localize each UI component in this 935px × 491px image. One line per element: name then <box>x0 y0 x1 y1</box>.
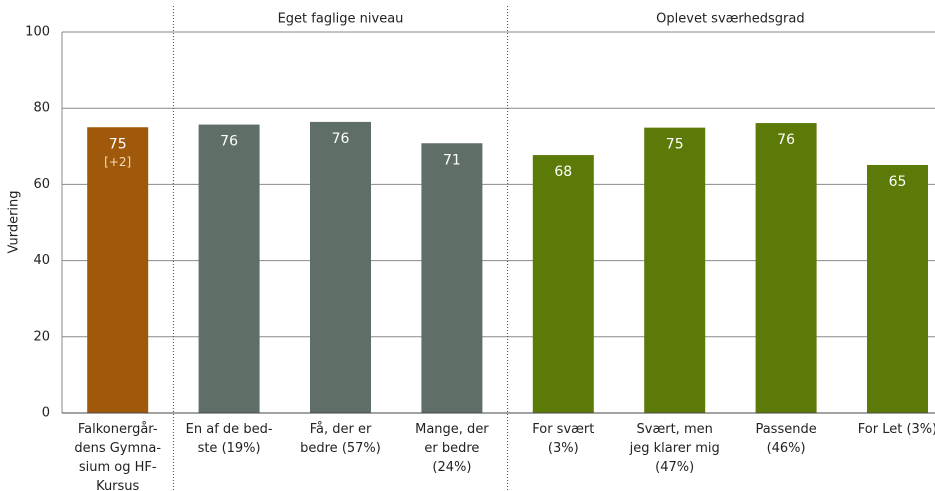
x-tick-label: For Let (3%) <box>858 422 935 437</box>
y-tick-label: 60 <box>33 177 50 192</box>
value-label: 68 <box>554 164 572 180</box>
x-tick-label: En af de bed-ste (19%) <box>186 422 273 456</box>
bar <box>867 164 928 413</box>
value-label: 76 <box>332 131 350 147</box>
value-label: 71 <box>443 152 461 168</box>
x-tick-label: For svært (3%) <box>532 422 594 456</box>
bar <box>755 123 817 414</box>
y-tick-label: 0 <box>42 406 50 421</box>
group-label: Oplevet sværhedsgrad <box>656 12 804 27</box>
bar <box>87 127 149 413</box>
y-tick-label: 80 <box>33 101 50 116</box>
x-tick-label: Få, der er bedre (57%) <box>300 422 381 456</box>
bar <box>198 124 260 413</box>
value-annotation: [+2] <box>104 155 131 169</box>
value-label: 65 <box>889 174 907 190</box>
x-tick-label: Passende (46%) <box>755 422 816 456</box>
bar <box>421 143 483 413</box>
x-tick-label: Mange, der er bedre (24%) <box>415 422 489 475</box>
y-tick-label: 40 <box>33 253 50 268</box>
y-tick-label: 20 <box>33 329 50 344</box>
value-label: 76 <box>777 132 795 148</box>
y-axis-label: Vurdering <box>7 190 22 253</box>
bar <box>310 121 371 413</box>
value-label: 75 <box>666 137 684 153</box>
value-label: 75 <box>109 136 127 152</box>
bar <box>644 127 706 414</box>
value-label: 76 <box>220 134 238 150</box>
x-tick-label: Falkonergår-dens Gymna-sium og HF-Kursus <box>74 422 161 491</box>
x-tick-label: Svært, men jeg klarer mig (47%) <box>629 422 720 475</box>
bar <box>532 155 594 414</box>
y-tick-label: 100 <box>25 25 50 40</box>
group-label: Eget faglige niveau <box>278 12 404 27</box>
